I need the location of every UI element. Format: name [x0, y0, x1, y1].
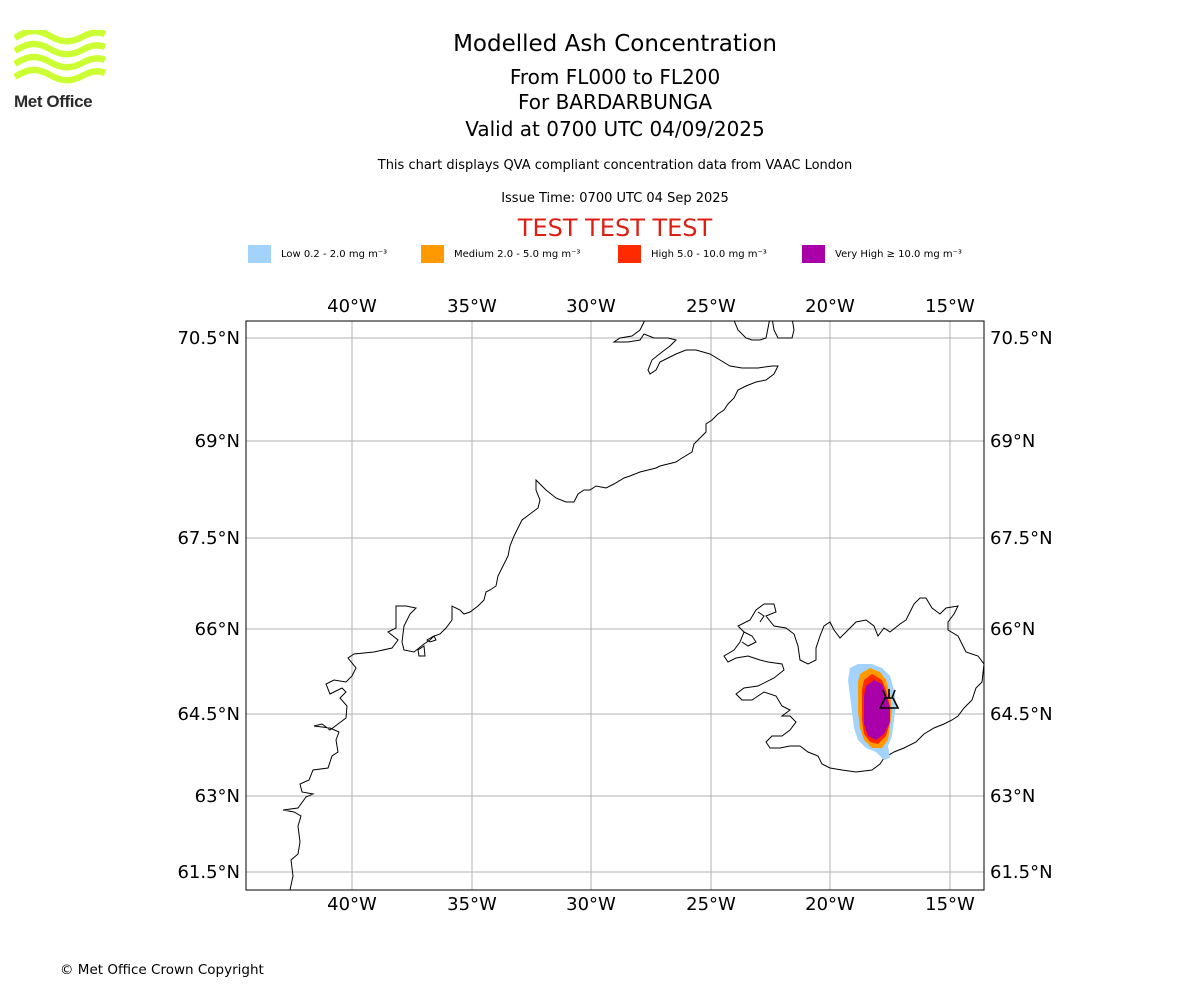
lat-tick-label-left: 61.5°N — [177, 862, 240, 883]
legend-label-very-high: Very High ≥ 10.0 mg m⁻³ — [835, 248, 962, 260]
lat-tick-label-left: 70.5°N — [177, 328, 240, 349]
lat-tick-label-right: 61.5°N — [990, 862, 1053, 883]
lon-tick-label-bottom: 35°W — [447, 894, 497, 915]
lat-tick-label-right: 66°N — [990, 619, 1035, 640]
lon-tick-label-bottom: 40°W — [327, 894, 377, 915]
lon-tick-label-top: 30°W — [566, 296, 616, 317]
volcano-icon — [878, 689, 900, 709]
island-outline — [426, 635, 437, 643]
met-office-logo-icon — [14, 30, 106, 84]
legend-swatch-very-high — [802, 245, 825, 263]
copyright-notice: © Met Office Crown Copyright — [60, 962, 264, 978]
lon-tick-label-top: 35°W — [447, 296, 497, 317]
lon-tick-label-top: 40°W — [327, 296, 377, 317]
lon-tick-label-bottom: 30°W — [566, 894, 616, 915]
legend-swatch-low — [248, 245, 271, 263]
iceland-fjord — [757, 611, 765, 623]
lat-tick-label-right: 63°N — [990, 786, 1035, 807]
legend-label-high: High 5.0 - 10.0 mg m⁻³ — [651, 248, 767, 260]
lon-tick-label-top: 20°W — [805, 296, 855, 317]
lon-tick-label-top: 15°W — [925, 296, 975, 317]
legend-item-medium: Medium 2.0 - 5.0 mg m⁻³ — [421, 244, 580, 264]
lat-tick-label-right: 70.5°N — [990, 328, 1053, 349]
lon-tick-label-bottom: 15°W — [925, 894, 975, 915]
legend-item-very-high: Very High ≥ 10.0 mg m⁻³ — [802, 244, 962, 264]
test-banner: TEST TEST TEST — [517, 214, 713, 242]
iceland-westfjords — [741, 631, 757, 647]
legend-label-low: Low 0.2 - 2.0 mg m⁻³ — [281, 248, 388, 260]
lon-tick-label-top: 25°W — [686, 296, 736, 317]
ash-contours — [848, 664, 896, 760]
greenland-coastline — [282, 321, 779, 890]
volcano-name-line: For BARDARBUNGA — [517, 90, 713, 114]
lat-tick-label-right: 64.5°N — [990, 704, 1053, 725]
legend-label-medium: Medium 2.0 - 5.0 mg m⁻³ — [454, 248, 581, 260]
chart-description: This chart displays QVA compliant concen… — [377, 158, 853, 173]
map-frame — [245, 320, 985, 891]
met-office-logo-text: Met Office — [14, 92, 93, 111]
map-gridlines — [246, 321, 984, 890]
lat-tick-label-left: 67.5°N — [177, 528, 240, 549]
ash-contour-very-high — [864, 680, 890, 740]
legend-item-low: Low 0.2 - 2.0 mg m⁻³ — [248, 244, 387, 264]
lat-tick-label-right: 67.5°N — [990, 528, 1053, 549]
iceland-coastline — [723, 597, 984, 773]
legend-item-high: High 5.0 - 10.0 mg m⁻³ — [618, 244, 767, 264]
valid-time: Valid at 0700 UTC 04/09/2025 — [465, 117, 765, 141]
issue-time: Issue Time: 0700 UTC 04 Sep 2025 — [501, 191, 729, 206]
lon-tick-label-bottom: 20°W — [805, 894, 855, 915]
lat-tick-label-left: 69°N — [195, 431, 240, 452]
lat-tick-label-left: 66°N — [195, 619, 240, 640]
legend-swatch-high — [618, 245, 641, 263]
greenland-north-coastline — [733, 321, 795, 341]
island-outline — [417, 645, 426, 657]
flight-level-range: From FL000 to FL200 — [509, 65, 721, 89]
lat-tick-label-right: 69°N — [990, 431, 1035, 452]
legend-swatch-medium — [421, 245, 444, 263]
lon-tick-label-bottom: 25°W — [686, 894, 736, 915]
chart-title: Modelled Ash Concentration — [453, 31, 777, 57]
lat-tick-label-left: 63°N — [195, 786, 240, 807]
lat-tick-label-left: 64.5°N — [177, 704, 240, 725]
